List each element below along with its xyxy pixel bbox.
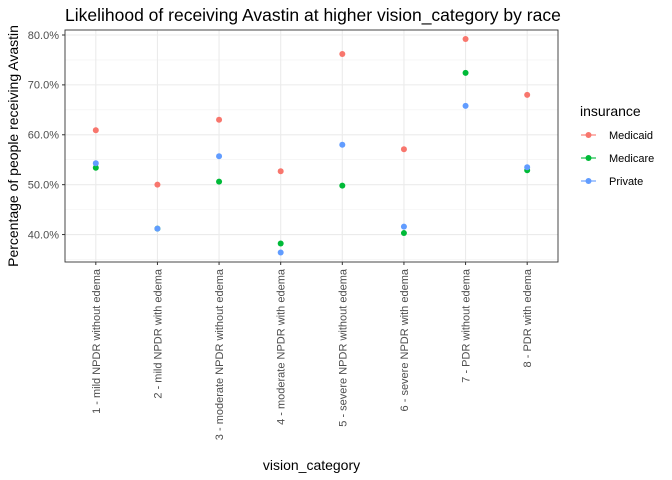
point-medicaid xyxy=(339,50,346,57)
y-tick-label: 60.0% xyxy=(28,130,59,142)
y-tick-label: 50.0% xyxy=(28,179,59,191)
point-private xyxy=(277,249,284,256)
x-tick-label: 6 - severe NPDR with edema xyxy=(399,268,411,411)
point-private xyxy=(339,141,346,148)
x-axis-label: vision_category xyxy=(263,457,360,473)
point-medicare xyxy=(400,230,407,237)
major-gridlines xyxy=(65,30,558,262)
y-tick-label: 70.0% xyxy=(28,80,59,92)
x-tick-label: 3 - moderate NPDR without edema xyxy=(214,268,226,440)
x-tick-label: 7 - PDR without edema xyxy=(461,268,473,383)
legend-key-point xyxy=(585,132,592,138)
x-tick-label: 5 - severe NPDR without edema xyxy=(337,268,349,427)
legend-key-point xyxy=(585,178,592,184)
point-medicare xyxy=(92,164,99,171)
y-axis-label: Percentage of people receiving Avastin xyxy=(5,25,21,267)
point-medicare xyxy=(277,240,284,247)
point-medicaid xyxy=(462,35,469,42)
chart-title: Likelihood of receiving Avastin at highe… xyxy=(65,5,561,26)
point-medicaid xyxy=(524,91,531,98)
panel-background xyxy=(65,30,558,262)
legend-title: insurance xyxy=(580,103,641,119)
panel-border xyxy=(64,29,559,263)
point-private xyxy=(92,160,99,167)
y-tick-label: 80.0% xyxy=(28,30,59,42)
x-tick-label: 4 - moderate NPDR with edema xyxy=(276,268,288,425)
point-medicaid xyxy=(216,116,223,123)
legend: insurance Medicaid Medicare Private xyxy=(580,103,654,190)
point-medicaid xyxy=(92,127,99,134)
point-private xyxy=(524,164,531,171)
x-tick-label: 1 - mild NPDR without edema xyxy=(91,268,103,414)
point-medicaid xyxy=(400,146,407,153)
point-private xyxy=(154,225,161,232)
y-axis: 40.0% 50.0% 60.0% 70.0% 80.0% xyxy=(28,30,65,241)
y-tick-label: 40.0% xyxy=(28,229,59,241)
point-private xyxy=(462,102,469,109)
point-private xyxy=(400,223,407,230)
point-medicare xyxy=(216,178,223,185)
point-medicare xyxy=(339,182,346,189)
legend-label-medicare: Medicare xyxy=(609,153,654,165)
data-points xyxy=(92,35,531,256)
legend-label-private: Private xyxy=(609,176,643,188)
point-medicaid xyxy=(154,181,161,188)
point-medicaid xyxy=(277,168,284,175)
x-tick-label: 8 - PDR with edema xyxy=(522,268,534,367)
legend-key-point xyxy=(585,155,592,161)
legend-label-medicaid: Medicaid xyxy=(609,130,653,142)
point-private xyxy=(216,153,223,160)
point-medicare xyxy=(462,69,469,76)
minor-gridlines xyxy=(65,30,558,262)
x-tick-label: 2 - mild NPDR with edema xyxy=(152,268,164,398)
x-axis: 1 - mild NPDR without edema 2 - mild NPDR… xyxy=(91,262,534,440)
